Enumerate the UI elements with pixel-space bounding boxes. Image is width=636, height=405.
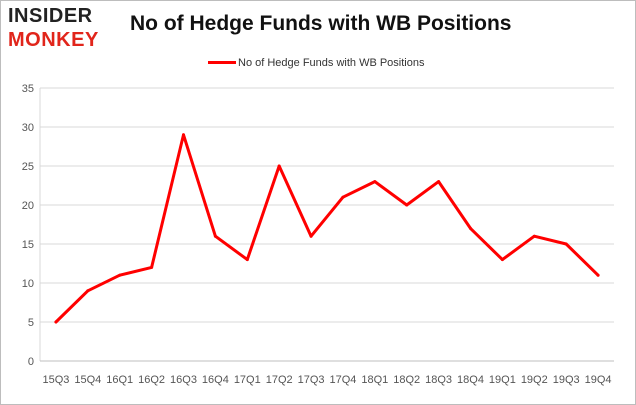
x-tick-label: 19Q4 [585,374,612,386]
y-tick-label: 30 [22,122,34,134]
y-tick-label: 25 [22,161,34,173]
data-point [86,289,90,293]
x-tick-label: 18Q1 [361,374,388,386]
data-point [437,180,441,184]
data-point [54,320,58,324]
data-point [564,242,568,246]
y-tick-label: 15 [22,239,34,251]
x-tick-label: 17Q4 [329,374,356,386]
x-tick-label: 17Q2 [266,374,293,386]
y-tick-label: 0 [28,356,34,368]
y-tick-label: 20 [22,200,34,212]
y-tick-label: 10 [22,278,34,290]
x-tick-label: 18Q2 [393,374,420,386]
data-point [118,273,122,277]
x-tick-label: 19Q1 [489,374,516,386]
data-point [309,234,313,238]
series-line [54,133,600,324]
legend-label: No of Hedge Funds with WB Positions [238,56,425,69]
data-point [245,258,249,262]
y-tick-label: 5 [28,317,34,329]
data-point [469,226,472,230]
x-tick-label: 17Q1 [234,374,261,386]
x-tick-label: 17Q3 [298,374,325,386]
data-point [182,133,185,137]
x-tick-label: 15Q3 [42,374,69,386]
x-tick-label: 16Q1 [106,374,133,386]
data-point [213,234,217,238]
x-tick-label: 19Q3 [553,374,580,386]
data-point [150,265,154,269]
data-point [373,180,377,184]
chart-title: No of Hedge Funds with WB Positions [130,12,512,35]
x-tick-label: 18Q3 [425,374,452,386]
chart-legend: No of Hedge Funds with WB Positions [208,54,424,70]
x-tick-label: 18Q4 [457,374,484,386]
data-point [341,195,345,199]
data-point [500,258,504,262]
insider-monkey-logo: INSIDER MONKEY [8,6,118,52]
data-point [532,234,536,238]
legend-swatch [208,61,236,65]
logo-line-2: MONKEY [8,29,99,51]
x-tick-label: 16Q4 [202,374,229,386]
x-tick-label: 15Q4 [74,374,101,386]
data-point [596,273,600,277]
data-point [277,164,281,168]
logo-line-1: INSIDER [8,5,93,27]
x-tick-label: 19Q2 [521,374,548,386]
data-point [405,203,409,207]
y-tick-label: 35 [22,83,34,95]
x-tick-label: 16Q3 [170,374,197,386]
x-tick-label: 16Q2 [138,374,165,386]
